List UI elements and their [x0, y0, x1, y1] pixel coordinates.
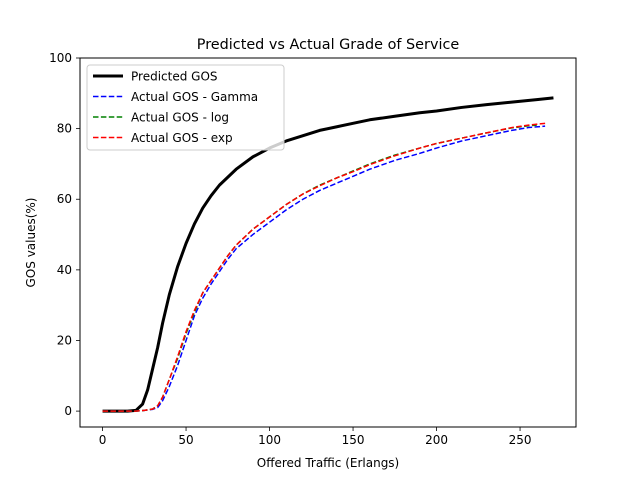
y-tick-label: 100	[49, 51, 72, 65]
x-axis: 0 50 100 150 200 250	[99, 427, 532, 447]
x-axis-label: Offered Traffic (Erlangs)	[257, 456, 400, 470]
series-line-1	[102, 96, 554, 413]
x-tick-label: 250	[509, 433, 532, 447]
x-tick-label: 200	[425, 433, 448, 447]
legend-frame	[86, 64, 285, 151]
y-tick-label: 20	[57, 333, 72, 347]
legend-label-2: Actual GOS - Gamma	[131, 90, 258, 104]
y-axis-label: GOS values(%)	[24, 198, 38, 288]
y-axis: 0 20 40 60 80 100	[49, 51, 80, 418]
series-layer	[102, 96, 554, 413]
x-tick-label: 100	[258, 433, 281, 447]
legend: Predicted GOS Actual GOS - Gamma Actual GO…	[86, 64, 285, 151]
axes-frame	[79, 57, 577, 428]
y-tick-label: 0	[64, 404, 72, 418]
y-tick-label: 60	[57, 192, 72, 206]
legend-label-3: Actual GOS - log	[131, 111, 229, 125]
chart-title: Predicted vs Actual Grade of Service	[197, 37, 460, 53]
y-tick-label: 80	[57, 122, 72, 136]
series-line-2	[102, 125, 546, 412]
x-tick-label: 150	[342, 433, 365, 447]
legend-label-1: Predicted GOS	[131, 70, 218, 84]
y-tick-label: 40	[57, 263, 72, 277]
x-tick-label: 0	[99, 433, 107, 447]
legend-label-4: Actual GOS - exp	[131, 131, 233, 145]
series-line-4	[102, 122, 546, 412]
x-tick-label: 50	[178, 433, 193, 447]
